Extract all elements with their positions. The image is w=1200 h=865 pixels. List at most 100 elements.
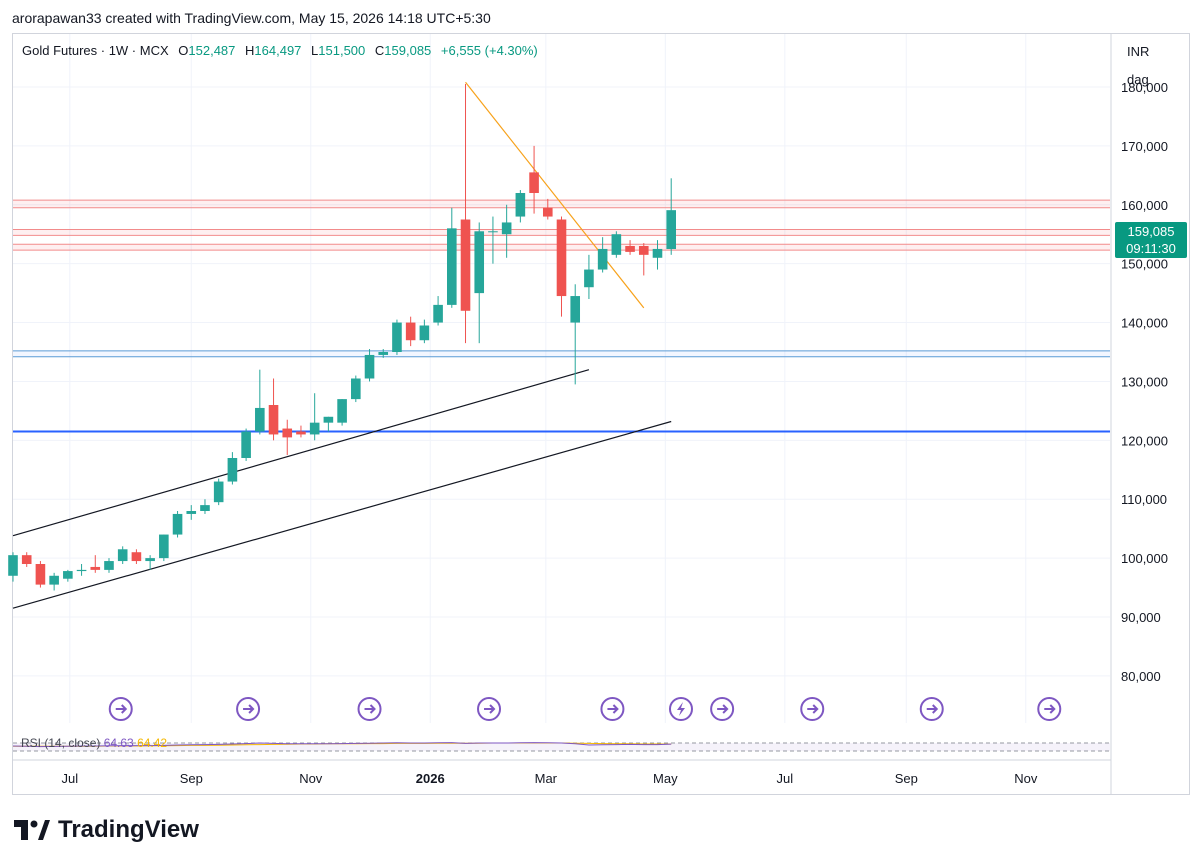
candle-body xyxy=(529,172,539,193)
chart-credit: arorapawan33 created with TradingView.co… xyxy=(12,10,491,26)
candle-body xyxy=(104,561,114,570)
candle-body xyxy=(200,505,210,511)
candle-body xyxy=(145,558,155,562)
high-value: 164,497 xyxy=(254,43,302,58)
candle-body xyxy=(296,431,306,435)
x-tick-label: Mar xyxy=(535,771,558,786)
arrow-glyph xyxy=(807,704,819,714)
candle-body xyxy=(625,246,635,252)
tradingview-logo-icon xyxy=(14,820,50,840)
y-tick-label: 140,000 xyxy=(1121,316,1168,331)
candle-body xyxy=(542,207,553,217)
arrow-glyph xyxy=(115,704,128,714)
x-tick-label: Sep xyxy=(180,771,203,786)
y-tick-label: 160,000 xyxy=(1121,198,1168,213)
candle-body xyxy=(255,407,265,432)
candle-body xyxy=(638,246,649,255)
candle-body xyxy=(49,575,59,585)
candle-body xyxy=(570,296,581,323)
candle-body xyxy=(419,325,430,341)
candle-body xyxy=(159,534,169,559)
candle-body xyxy=(131,552,142,562)
x-tick-label: May xyxy=(653,771,678,786)
y-tick-label: 100,000 xyxy=(1121,551,1168,566)
rsi-value: 64.63 xyxy=(103,736,134,750)
y-tick-label: 120,000 xyxy=(1121,433,1168,448)
x-tick-label: Sep xyxy=(895,771,918,786)
candle-body xyxy=(584,269,594,288)
bar-countdown: 09:11:30 xyxy=(1126,241,1176,256)
candle-body xyxy=(556,219,567,297)
x-tick-label: Jul xyxy=(777,771,794,786)
support-zone xyxy=(13,350,1110,357)
low-value: 151,500 xyxy=(318,43,366,58)
rsi-label[interactable]: RSI (14, close) xyxy=(21,736,101,750)
change-value: +6,555 (+4.30%) xyxy=(440,43,538,58)
x-tick-label: Nov xyxy=(299,771,323,786)
arrow-glyph xyxy=(926,704,939,714)
candle-body xyxy=(323,416,334,423)
candle-body xyxy=(460,219,471,311)
candle-body xyxy=(268,405,279,435)
symbol-name[interactable]: Gold Futures · 1W · MCX xyxy=(22,43,169,58)
candle-body xyxy=(282,428,293,438)
candle-body xyxy=(351,378,361,400)
candle-body xyxy=(76,569,87,572)
rsi-band-fill xyxy=(13,743,1110,751)
candle-body xyxy=(378,352,389,355)
chart-frame xyxy=(12,33,1190,795)
candle-body xyxy=(474,231,485,294)
y-tick-label: 90,000 xyxy=(1121,610,1161,625)
candle-body xyxy=(652,248,663,258)
candle-body xyxy=(63,571,73,579)
candle-body xyxy=(488,231,498,233)
tradingview-logo-text: TradingView xyxy=(58,816,199,843)
candle-body xyxy=(227,458,238,482)
open-value: 152,487 xyxy=(188,43,236,58)
channel-upper-trendline xyxy=(12,369,590,537)
last-price-tag: 159,085 09:11:30 xyxy=(1115,222,1187,258)
arrow-glyph xyxy=(484,704,496,714)
x-tick-label: Nov xyxy=(1014,771,1038,786)
candle-body xyxy=(337,399,347,423)
x-tick-label: Jul xyxy=(61,771,78,786)
close-value: 159,085 xyxy=(384,43,432,58)
candle-body xyxy=(117,549,128,562)
y-tick-label: 110,000 xyxy=(1121,492,1167,507)
y-tick-label: 180,000 xyxy=(1121,80,1168,95)
tradingview-logo: TradingView xyxy=(14,816,199,844)
y-tick-label: 80,000 xyxy=(1121,669,1161,684)
y-tick-label: 170,000 xyxy=(1121,139,1168,154)
y-tick-label: 130,000 xyxy=(1121,374,1168,389)
candle-body xyxy=(666,210,676,250)
rsi-line xyxy=(12,742,672,748)
x-tick-label: 2026 xyxy=(416,771,445,786)
last-price: 159,085 xyxy=(1127,224,1175,239)
candle-body xyxy=(172,513,183,535)
rsi-ma-value: 64.42 xyxy=(137,736,168,750)
candle-body xyxy=(392,322,402,352)
candle-body xyxy=(597,248,608,270)
candle-body xyxy=(309,422,320,435)
symbol-legend: Gold Futures · 1W · MCX O152,487 H164,49… xyxy=(22,43,538,58)
candle-body xyxy=(447,228,457,305)
open-label: O xyxy=(178,43,189,58)
candle-body xyxy=(405,322,416,341)
candle-body xyxy=(21,555,32,564)
unit-mode-label[interactable]: dag xyxy=(1127,72,1149,87)
candle-body xyxy=(8,555,18,576)
falling-trendline xyxy=(465,81,645,309)
candle-body xyxy=(213,481,224,503)
candle-body xyxy=(433,304,443,323)
close-label: C xyxy=(374,43,385,58)
channel-lower-trendline xyxy=(12,420,672,609)
candle-body xyxy=(515,193,526,217)
low-label: L xyxy=(311,43,319,58)
lightning-glyph xyxy=(676,702,685,716)
rsi-legend: RSI (14, close) 64.63 64.42 xyxy=(21,736,167,750)
currency-label[interactable]: INR xyxy=(1127,44,1150,59)
y-tick-label: 150,000 xyxy=(1121,257,1168,272)
candle-body xyxy=(364,354,375,379)
arrow-glyph xyxy=(1044,704,1056,714)
